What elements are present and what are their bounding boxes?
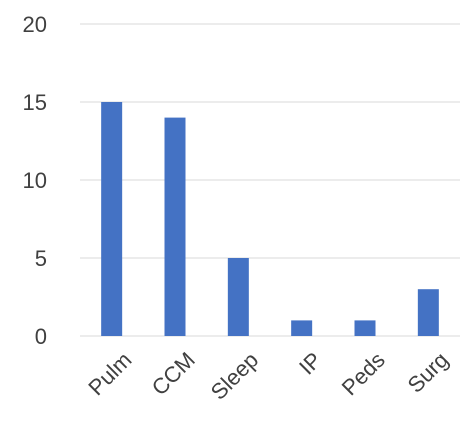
y-tick-label: 0 — [35, 324, 47, 349]
x-tick-label-pulm: Pulm — [83, 347, 136, 400]
bar-ip — [291, 320, 313, 336]
bar-pulm — [101, 102, 123, 336]
bar-ccm — [164, 117, 186, 336]
x-tick-label-sleep: Sleep — [206, 347, 263, 404]
x-tick-label-ip: IP — [294, 347, 326, 379]
x-axis-category-labels: Pulm CCM Sleep IP Peds Surg — [83, 347, 453, 404]
gridlines — [80, 23, 460, 337]
x-tick-label-surg: Surg — [403, 347, 454, 398]
y-axis-tick-labels: 0 5 10 15 20 — [23, 12, 47, 349]
bar-surg — [417, 289, 439, 336]
x-tick-label-peds: Peds — [337, 347, 390, 400]
bar-sleep — [227, 258, 249, 336]
bar-peds — [354, 320, 376, 336]
y-tick-label: 20 — [23, 12, 47, 37]
y-tick-label: 10 — [23, 168, 47, 193]
bars — [101, 102, 439, 336]
y-tick-label: 15 — [23, 90, 47, 115]
x-tick-label-ccm: CCM — [147, 347, 200, 400]
y-tick-label: 5 — [35, 246, 47, 271]
